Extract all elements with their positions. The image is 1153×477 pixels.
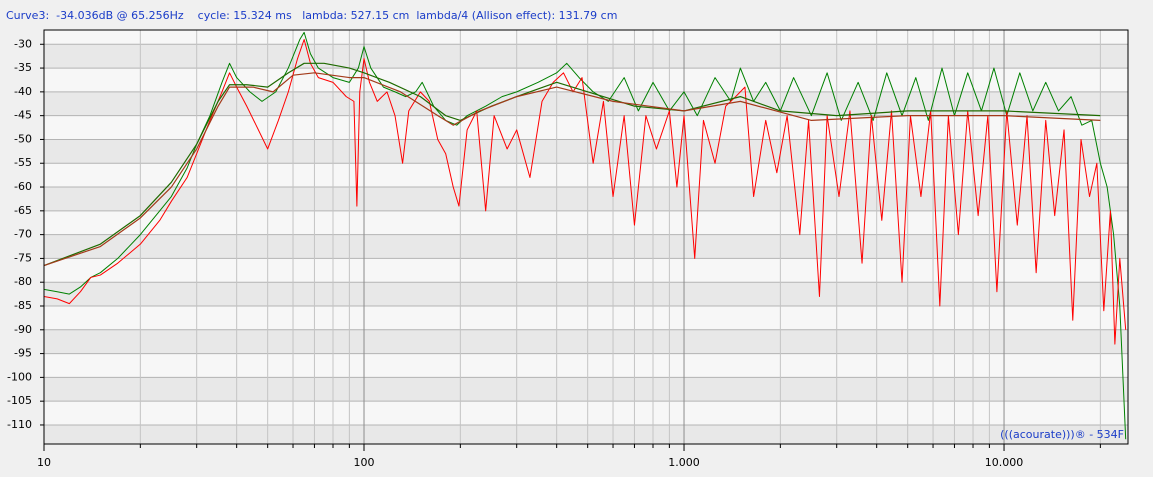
grid-band bbox=[44, 377, 1128, 402]
series-line bbox=[43, 39, 1127, 345]
grid-band bbox=[44, 329, 1128, 354]
y-tick-label: -100 bbox=[7, 370, 32, 383]
y-tick-label: -65 bbox=[14, 204, 32, 217]
y-tick-label: -75 bbox=[14, 251, 32, 264]
y-tick-label: -40 bbox=[14, 85, 32, 98]
y-tick-label: -105 bbox=[7, 394, 32, 407]
y-tick-label: -95 bbox=[14, 347, 32, 360]
y-tick-label: -70 bbox=[14, 228, 32, 241]
x-tick-label: 10 bbox=[37, 456, 51, 469]
y-tick-label: -90 bbox=[14, 323, 32, 336]
grid-band bbox=[44, 139, 1128, 164]
grid-band bbox=[44, 44, 1128, 69]
grid-band bbox=[44, 91, 1128, 116]
series-line bbox=[43, 62, 1101, 267]
y-tick-label: -60 bbox=[14, 180, 32, 193]
x-tick-label: 10.000 bbox=[985, 456, 1024, 469]
y-tick-label: -55 bbox=[14, 156, 32, 169]
grid-band bbox=[44, 234, 1128, 259]
y-tick-label: -110 bbox=[7, 418, 32, 431]
x-tick-label: 1.000 bbox=[668, 456, 700, 469]
x-tick-label: 100 bbox=[354, 456, 375, 469]
series-line bbox=[43, 72, 1101, 267]
grid-band bbox=[44, 424, 1128, 444]
y-tick-label: -85 bbox=[14, 299, 32, 312]
series-line bbox=[43, 31, 1127, 440]
y-tick-label: -50 bbox=[14, 132, 32, 145]
watermark: (((acourate)))® - 534F bbox=[1000, 428, 1124, 441]
grid-band bbox=[44, 187, 1128, 211]
y-tick-label: -35 bbox=[14, 61, 32, 74]
y-tick-label: -30 bbox=[14, 37, 32, 50]
grid-band bbox=[44, 282, 1128, 306]
chart-title: Curve3: -34.036dB @ 65.256Hz cycle: 15.3… bbox=[6, 9, 617, 22]
y-tick-label: -45 bbox=[14, 109, 32, 122]
y-tick-label: -80 bbox=[14, 275, 32, 288]
plot-border bbox=[43, 29, 1129, 445]
